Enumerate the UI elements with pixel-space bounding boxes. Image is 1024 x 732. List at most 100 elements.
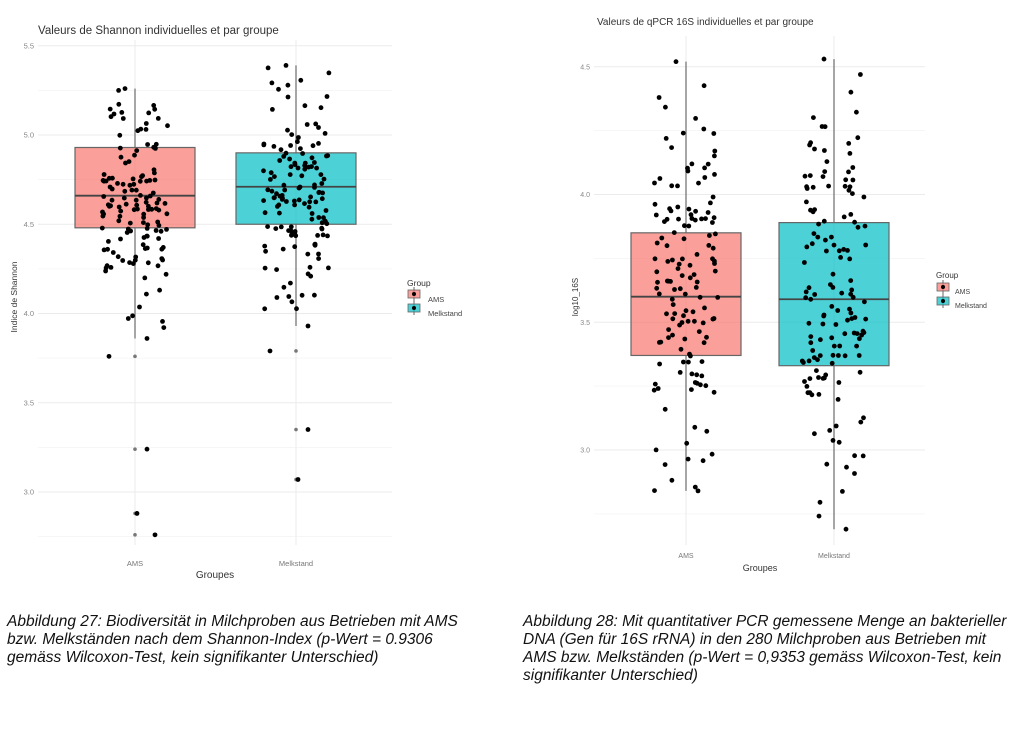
data-point [276,86,281,92]
data-point [261,142,267,148]
data-point [802,379,807,384]
data-point [287,156,292,162]
data-point [824,159,830,165]
data-point [818,337,823,343]
data-point [153,146,158,151]
data-point [709,451,715,457]
data-point [663,104,668,110]
data-point [841,214,847,220]
data-point [326,70,332,76]
data-point [669,477,675,483]
data-point [262,265,268,271]
data-point [837,343,843,349]
data-point [823,237,828,243]
data-point [108,265,114,270]
data-point [699,359,705,364]
data-point [116,88,121,93]
data-point [316,189,322,195]
legend-item-melkstand [936,294,950,308]
data-point [807,173,813,179]
data-point [288,280,293,286]
data-point [803,289,809,295]
data-point [313,199,319,205]
data-point [815,357,820,363]
data-point [284,199,289,204]
data-point [669,296,675,302]
data-point [163,271,169,277]
data-point [325,153,331,159]
data-point [145,142,151,147]
data-point [298,77,304,83]
data-point [696,329,702,334]
data-point [103,178,109,184]
x-axis-label: Groupes [743,563,778,573]
data-point [843,177,849,183]
data-point [861,194,867,200]
data-point [810,184,816,190]
data-point [154,200,160,206]
data-point [713,231,718,237]
data-point [316,141,321,146]
data-point [312,182,317,188]
data-point [132,152,137,158]
data-point [850,191,855,197]
data-point [861,415,866,421]
outlier-jitter-point [295,477,301,482]
data-point [657,176,663,181]
data-point [118,154,124,160]
data-point [831,343,837,349]
data-point [272,195,277,201]
data-point [712,268,718,274]
data-point [804,244,810,250]
data-point [824,461,830,467]
data-point [322,131,328,136]
data-point [158,228,164,234]
data-point [679,320,685,325]
data-point [151,103,157,108]
data-point [152,177,158,183]
data-point [843,526,849,532]
data-point [705,161,711,167]
data-point [299,292,305,298]
data-point [115,254,121,260]
data-point [848,310,854,316]
data-point [143,199,149,205]
data-point [835,308,841,313]
data-point [806,320,812,326]
outlier-jitter-point [106,353,112,359]
y-tick-label: 4.5 [24,220,34,229]
data-point [811,231,817,237]
data-point [850,165,856,170]
data-point [846,169,851,175]
data-point [680,130,686,136]
data-point [325,233,330,239]
data-point [712,172,717,177]
y-tick-labels: 3.0 3.5 4.0 4.5 5.0 5.5 [24,41,34,496]
data-point [314,165,319,171]
data-point [697,294,703,300]
data-point [278,224,284,230]
data-point [144,226,150,231]
data-point [137,304,142,310]
data-point [287,172,293,178]
y-tick-label: 3.0 [24,488,34,497]
data-point [268,177,273,182]
y-tick-label: 5.5 [24,41,34,50]
data-point [138,126,144,132]
data-point [295,139,300,145]
data-point [265,187,271,193]
legend-item-ams [407,287,421,301]
data-point [712,153,717,159]
data-point [676,216,681,222]
data-point [318,172,324,178]
data-point [857,336,862,342]
data-point [658,339,664,345]
data-point [702,305,707,311]
data-point [704,334,709,340]
data-point [670,257,675,263]
data-point [836,248,842,254]
y-tick-label: 4.0 [580,192,590,199]
legend-key-point [941,285,945,289]
data-point [297,184,303,190]
data-point [672,311,678,316]
